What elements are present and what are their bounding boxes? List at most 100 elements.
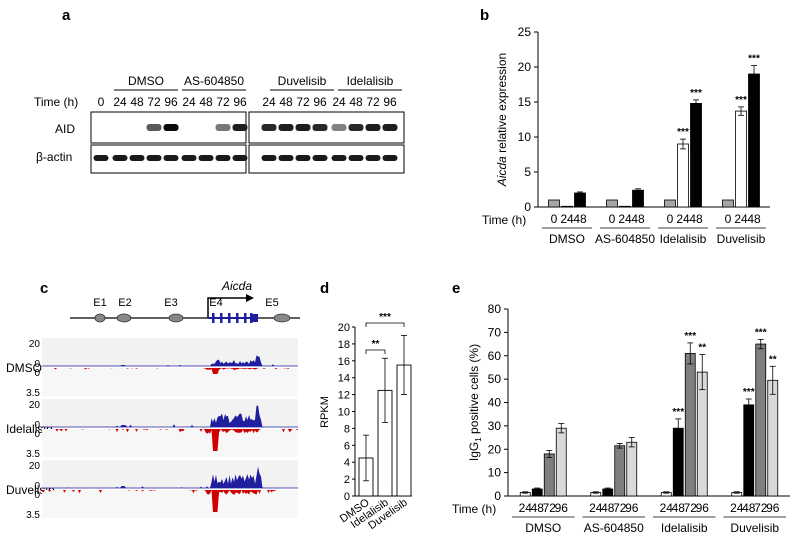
aicda-exon-block xyxy=(236,313,239,323)
aid-band xyxy=(261,124,277,131)
actin-band xyxy=(348,155,364,161)
blot-group-dmso: DMSO xyxy=(128,74,164,88)
time-tick-label: 0 xyxy=(725,212,732,226)
time-tick-label: 0 xyxy=(667,212,674,226)
actin-band xyxy=(198,155,214,161)
blot-time-tick: 48 xyxy=(199,95,213,109)
bar xyxy=(574,192,586,208)
exon-e5 xyxy=(273,313,291,323)
panel-c-label: c xyxy=(40,280,48,297)
time-tick-label: 24 xyxy=(730,501,744,515)
bar xyxy=(548,199,560,208)
y-tick-label: 10 xyxy=(518,130,532,144)
track-pos-zero: 0 xyxy=(34,359,40,370)
y-tick-label: 18 xyxy=(338,339,350,351)
bar xyxy=(755,343,767,497)
aid-band xyxy=(382,124,398,131)
blot-time-tick: 72 xyxy=(366,95,380,109)
bar xyxy=(684,353,696,497)
actin-band xyxy=(146,155,162,161)
time-tick-label: 24 xyxy=(618,212,632,226)
blot-time-tick: 72 xyxy=(216,95,230,109)
time-tick-label: 96 xyxy=(696,501,710,515)
significance-label: *** xyxy=(735,95,747,106)
bar xyxy=(690,103,702,208)
y-tick-label: 60 xyxy=(488,349,502,363)
significance-label: *** xyxy=(677,127,689,138)
blot-time-tick: 72 xyxy=(147,95,161,109)
bar xyxy=(606,199,618,208)
blot-row-aid: AID xyxy=(55,122,75,136)
blot-time-tick: 96 xyxy=(233,95,247,109)
western-blot-panel: DMSO AS-604850 Duvelisib Idelalisib Time… xyxy=(34,74,405,174)
aid-band xyxy=(163,124,179,131)
time-tick-label: 48 xyxy=(631,212,645,226)
bar xyxy=(696,371,708,497)
aid-band xyxy=(215,124,231,131)
y-tick-label: 8 xyxy=(344,423,350,435)
blot-time-tick: 48 xyxy=(349,95,363,109)
panel-b-label: b xyxy=(480,7,489,24)
chart-e: 0 10 20 30 40 50 60 70 80 IgG1 positive cells (%)… xyxy=(452,302,790,535)
actin-band xyxy=(261,155,277,161)
time-tick-label: 24 xyxy=(676,212,690,226)
track-pos-zero: 0 xyxy=(34,481,40,492)
group-label: Duvelisib xyxy=(730,521,779,535)
track-label: Idelalisib xyxy=(6,422,53,436)
blot-time-tick: 24 xyxy=(332,95,346,109)
exon-e3 xyxy=(168,313,184,323)
tss-arrow-head xyxy=(246,294,254,302)
bar xyxy=(614,445,626,497)
significance-label: *** xyxy=(755,327,767,338)
actin-band xyxy=(278,155,294,161)
time-tick-label: 48 xyxy=(672,501,686,515)
group-label: AS-604850 xyxy=(595,232,655,246)
exon-label-e4: E4 xyxy=(209,297,222,309)
significance-label: *** xyxy=(748,54,760,65)
bar xyxy=(767,379,779,497)
track-neg-zero: 0 xyxy=(34,429,40,440)
y-tick-label: 10 xyxy=(338,407,350,419)
actin-band xyxy=(382,155,398,161)
aid-band xyxy=(331,124,347,131)
y-tick-label: 14 xyxy=(338,373,350,385)
group-label: Idelalisib xyxy=(660,232,707,246)
y-tick-label: 80 xyxy=(488,302,502,316)
chart-d: 02468101214161820RPKMDMSOIdelalisibDuvel… xyxy=(319,312,412,532)
aicda-exon-block xyxy=(212,313,215,323)
track-pos-scale: 20 xyxy=(29,400,41,411)
time-tick-label: 48 xyxy=(742,501,756,515)
track-label: DMSO xyxy=(6,361,42,375)
bar xyxy=(626,441,638,497)
track-neg-scale: 3.5 xyxy=(26,388,40,399)
aid-band xyxy=(146,124,162,131)
coverage-panel: Aicda E1 E2 E3 E4 E5 DMSO20003.5Idelalis… xyxy=(6,279,300,521)
time-tick-label: 48 xyxy=(747,212,761,226)
significance-label: *** xyxy=(684,331,696,342)
track-pos-scale: 20 xyxy=(29,339,41,350)
y-tick-label: 25 xyxy=(518,25,532,39)
track-neg-bg xyxy=(42,429,298,457)
bar xyxy=(632,189,644,208)
gene-label: Aicda xyxy=(221,279,252,293)
blot-time-tick: 24 xyxy=(262,95,276,109)
blot-time-tick: 48 xyxy=(279,95,293,109)
coverage-positive xyxy=(42,405,298,427)
time-tick-label: 24 xyxy=(589,501,603,515)
significance-label: ** xyxy=(372,339,380,350)
aicda-exon-block xyxy=(250,313,253,323)
blot-group-duvelisib: Duvelisib xyxy=(278,74,327,88)
y-tick-label: 40 xyxy=(488,396,502,410)
y-tick-label: 20 xyxy=(488,442,502,456)
blot-time-tick: 96 xyxy=(313,95,327,109)
panel-a-label: a xyxy=(62,7,71,24)
y-tick-label: 16 xyxy=(338,356,350,368)
y-tick-label: 10 xyxy=(488,466,502,480)
time-tick-label: 48 xyxy=(689,212,703,226)
aicda-exon-block xyxy=(220,313,223,323)
y-tick-label: 50 xyxy=(488,372,502,386)
group-label: Duvelisib xyxy=(717,232,766,246)
track-neg-scale: 3.5 xyxy=(26,449,40,460)
bar xyxy=(664,199,676,208)
